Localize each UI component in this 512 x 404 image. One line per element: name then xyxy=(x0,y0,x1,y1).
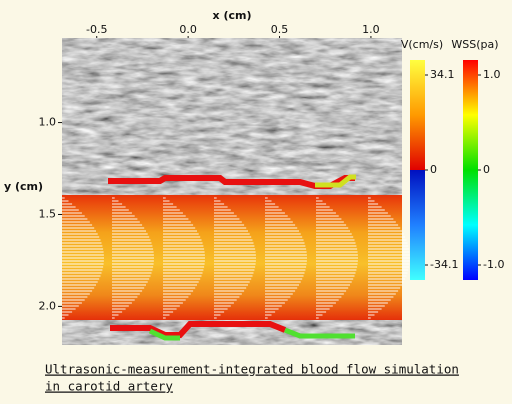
colorbar-tick-label: 0 xyxy=(430,163,437,176)
v-colorbar xyxy=(410,60,425,280)
velocity-profiles xyxy=(62,197,410,319)
profile xyxy=(316,197,358,319)
y-tick-label: 1.0 xyxy=(39,116,57,129)
x-axis-label: x (cm) xyxy=(213,9,252,22)
y-tick-label: 2.0 xyxy=(39,299,57,312)
colorbar-title: V(cm/s) xyxy=(401,38,443,51)
y-tick-label: 1.5 xyxy=(39,207,57,220)
x-tick-label: -0.5 xyxy=(86,23,107,36)
colorbar-tick-label: 0 xyxy=(483,163,490,176)
profile xyxy=(163,197,205,319)
wss-upper xyxy=(108,175,355,189)
y-axis-label: y (cm) xyxy=(4,180,43,193)
wss-upper-tip xyxy=(315,174,356,188)
colorbar-tick-label: 1.0 xyxy=(483,68,501,81)
colorbar-tick-label: -34.1 xyxy=(430,258,458,271)
colorbar-tick-label: -1.0 xyxy=(483,258,504,271)
wss-colorbar xyxy=(463,60,478,280)
x-tick-label: 0.0 xyxy=(179,23,197,36)
caption: in carotid artery xyxy=(45,379,173,394)
profile xyxy=(112,197,154,319)
x-tick-label: 1.0 xyxy=(362,23,380,36)
profile xyxy=(368,197,410,319)
colorbar-title: WSS(pa) xyxy=(451,38,498,51)
colorbar-tick-label: 34.1 xyxy=(430,68,455,81)
wss-lower xyxy=(110,321,287,338)
profile xyxy=(265,197,307,319)
x-tick-label: 0.5 xyxy=(271,23,289,36)
caption: Ultrasonic-measurement-integrated blood … xyxy=(45,362,459,377)
wss-lower-green xyxy=(148,327,355,341)
profile xyxy=(62,197,104,319)
profile xyxy=(214,197,256,319)
